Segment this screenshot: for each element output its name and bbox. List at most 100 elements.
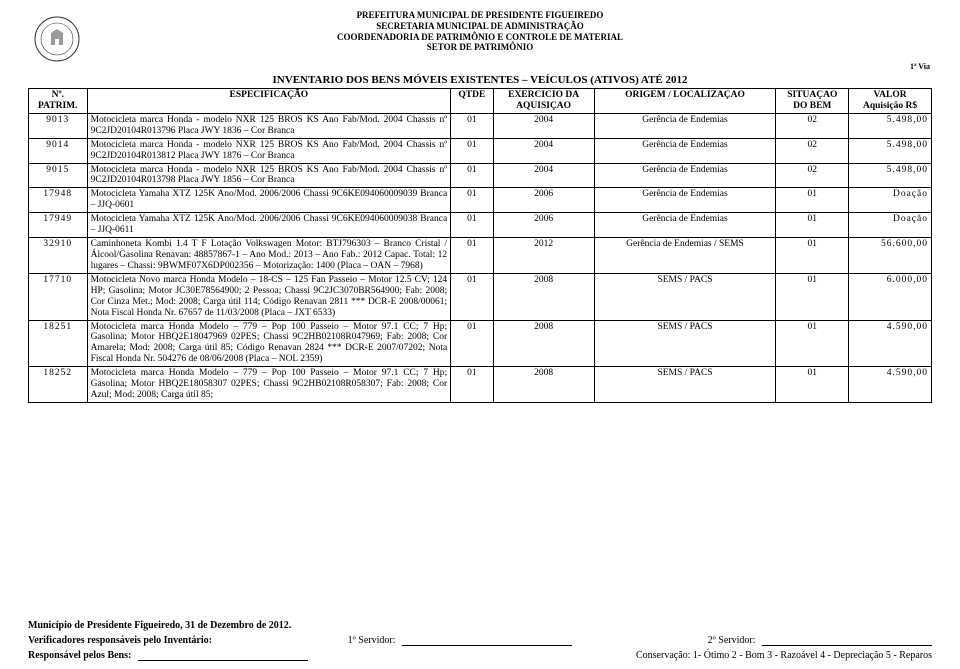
via-label: 1ª Via bbox=[910, 62, 930, 71]
col-patrim: Nº. PATRIM. bbox=[29, 89, 88, 114]
cell-valor: 5.498,00 bbox=[849, 163, 932, 188]
table-row: 18251Motocicleta marca Honda Modelo – 77… bbox=[29, 320, 932, 367]
cell-spec: Motocicleta Novo marca Honda Modelo – 18… bbox=[87, 273, 451, 320]
cell-exerc: 2004 bbox=[493, 113, 594, 138]
cell-valor: 4.590,00 bbox=[849, 320, 932, 367]
seal-icon bbox=[33, 15, 81, 63]
cell-qtde: 01 bbox=[451, 113, 493, 138]
col-patrim-line2: PATRIM. bbox=[38, 101, 78, 111]
cell-origem: SEMS / PACS bbox=[594, 320, 776, 367]
cell-sit: 01 bbox=[776, 188, 849, 213]
col-sit-line2: DO BEM bbox=[793, 101, 831, 111]
cell-spec: Motocicleta marca Honda - modelo NXR 125… bbox=[87, 163, 451, 188]
cell-patrim: 17710 bbox=[29, 273, 88, 320]
footer-resp-label: Responsável pelos Bens: bbox=[28, 650, 131, 661]
table-row: 32910Caminhoneta Kombi 1.4 T F Lotação V… bbox=[29, 238, 932, 274]
col-qtde: QTDE bbox=[451, 89, 493, 114]
cell-origem: Gerência de Endemias bbox=[594, 163, 776, 188]
cell-patrim: 17948 bbox=[29, 188, 88, 213]
cell-exerc: 2006 bbox=[493, 188, 594, 213]
cell-sit: 01 bbox=[776, 213, 849, 238]
cell-qtde: 01 bbox=[451, 138, 493, 163]
inventory-title: INVENTARIO DOS BENS MÓVEIS EXISTENTES – … bbox=[28, 74, 932, 86]
cell-patrim: 9015 bbox=[29, 163, 88, 188]
cell-patrim: 17949 bbox=[29, 213, 88, 238]
col-valor-line2: Aquisição R$ bbox=[863, 101, 917, 111]
cell-patrim: 32910 bbox=[29, 238, 88, 274]
cell-origem: Gerência de Endemias / SEMS bbox=[594, 238, 776, 274]
document-header: PREFEITURA MUNICIPAL DE PRESIDENTE FIGUE… bbox=[28, 10, 932, 68]
footer-serv2-label: 2º Servidor: bbox=[708, 635, 756, 646]
signature-line-2 bbox=[762, 645, 932, 646]
footer-serv1-label: 1º Servidor: bbox=[348, 635, 396, 646]
cell-patrim: 9014 bbox=[29, 138, 88, 163]
header-text: PREFEITURA MUNICIPAL DE PRESIDENTE FIGUE… bbox=[86, 10, 874, 53]
cell-exerc: 2008 bbox=[493, 367, 594, 403]
cell-qtde: 01 bbox=[451, 320, 493, 367]
table-row: 9015Motocicleta marca Honda - modelo NXR… bbox=[29, 163, 932, 188]
header-line-4: SETOR DE PATRIMÔNIO bbox=[86, 42, 874, 53]
cell-sit: 01 bbox=[776, 273, 849, 320]
cell-spec: Motocicleta marca Honda Modelo – 779 – P… bbox=[87, 367, 451, 403]
cell-spec: Motocicleta Yamaha XTZ 125K Ano/Mod. 200… bbox=[87, 188, 451, 213]
municipal-seal bbox=[28, 10, 86, 68]
cell-qtde: 01 bbox=[451, 367, 493, 403]
cell-origem: Gerência de Endemias bbox=[594, 113, 776, 138]
col-exerc-line1: EXERCICIO DA bbox=[508, 90, 579, 100]
cell-origem: Gerência de Endemias bbox=[594, 188, 776, 213]
table-body: 9013Motocicleta marca Honda - modelo NXR… bbox=[29, 113, 932, 402]
cell-qtde: 01 bbox=[451, 213, 493, 238]
table-row: 9013Motocicleta marca Honda - modelo NXR… bbox=[29, 113, 932, 138]
header-line-1: PREFEITURA MUNICIPAL DE PRESIDENTE FIGUE… bbox=[86, 10, 874, 21]
signature-line-1 bbox=[402, 645, 572, 646]
cell-qtde: 01 bbox=[451, 188, 493, 213]
cell-origem: SEMS / PACS bbox=[594, 367, 776, 403]
cell-valor: Doação bbox=[849, 188, 932, 213]
cell-patrim: 18252 bbox=[29, 367, 88, 403]
cell-spec: Motocicleta marca Honda Modelo – 779 – P… bbox=[87, 320, 451, 367]
cell-valor: 6.000,00 bbox=[849, 273, 932, 320]
cell-exerc: 2006 bbox=[493, 213, 594, 238]
cell-valor: 56.600,00 bbox=[849, 238, 932, 274]
col-situacao: SITUAÇAO DO BEM bbox=[776, 89, 849, 114]
table-row: 17710Motocicleta Novo marca Honda Modelo… bbox=[29, 273, 932, 320]
header-line-3: COORDENADORIA DE PATRIMÔNIO E CONTROLE D… bbox=[86, 32, 874, 43]
cell-qtde: 01 bbox=[451, 273, 493, 320]
header-line-2: SECRETARIA MUNICIPAL DE ADMINISTRAÇÃO bbox=[86, 21, 874, 32]
cell-qtde: 01 bbox=[451, 238, 493, 274]
cell-exerc: 2004 bbox=[493, 163, 594, 188]
cell-sit: 01 bbox=[776, 238, 849, 274]
col-origem: ORIGEM / LOCALIZAÇAO bbox=[594, 89, 776, 114]
footer-cons-label: Conservação: 1- Ótimo 2 - Bom 3 - Razoáv… bbox=[636, 650, 932, 661]
cell-exerc: 2008 bbox=[493, 273, 594, 320]
cell-exerc: 2012 bbox=[493, 238, 594, 274]
cell-patrim: 9013 bbox=[29, 113, 88, 138]
cell-sit: 02 bbox=[776, 113, 849, 138]
col-patrim-line1: Nº. bbox=[52, 90, 64, 100]
cell-origem: Gerência de Endemias bbox=[594, 213, 776, 238]
col-exercicio: EXERCICIO DA AQUISIÇAO bbox=[493, 89, 594, 114]
cell-spec: Motocicleta marca Honda - modelo NXR 125… bbox=[87, 113, 451, 138]
col-valor: VALOR Aquisição R$ bbox=[849, 89, 932, 114]
cell-qtde: 01 bbox=[451, 163, 493, 188]
table-row: 17948Motocicleta Yamaha XTZ 125K Ano/Mod… bbox=[29, 188, 932, 213]
cell-sit: 02 bbox=[776, 138, 849, 163]
cell-sit: 02 bbox=[776, 163, 849, 188]
cell-exerc: 2008 bbox=[493, 320, 594, 367]
inventory-table: Nº. PATRIM. ESPECIFICAÇÃO QTDE EXERCICIO… bbox=[28, 88, 932, 403]
cell-valor: 4.590,00 bbox=[849, 367, 932, 403]
footer-date: Município de Presidente Figueiredo, 31 d… bbox=[28, 620, 932, 631]
col-sit-line1: SITUAÇAO bbox=[787, 90, 837, 100]
cell-patrim: 18251 bbox=[29, 320, 88, 367]
cell-spec: Motocicleta marca Honda - modelo NXR 125… bbox=[87, 138, 451, 163]
cell-valor: 5.498,00 bbox=[849, 138, 932, 163]
table-row: 9014Motocicleta marca Honda - modelo NXR… bbox=[29, 138, 932, 163]
table-row: 18252Motocicleta marca Honda Modelo – 77… bbox=[29, 367, 932, 403]
cell-exerc: 2004 bbox=[493, 138, 594, 163]
signature-line-3 bbox=[138, 660, 308, 661]
cell-spec: Motocicleta Yamaha XTZ 125K Ano/Mod. 200… bbox=[87, 213, 451, 238]
cell-valor: 5.498,00 bbox=[849, 113, 932, 138]
cell-sit: 01 bbox=[776, 320, 849, 367]
table-row: 17949Motocicleta Yamaha XTZ 125K Ano/Mod… bbox=[29, 213, 932, 238]
col-valor-line1: VALOR bbox=[874, 90, 907, 100]
